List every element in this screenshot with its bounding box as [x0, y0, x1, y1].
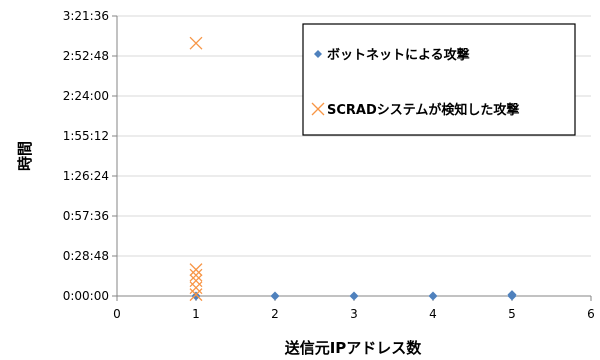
y-tick-label: 0:57:36 — [63, 209, 109, 223]
legend-label-scrad: SCRADシステムが検知した攻撃 — [327, 102, 519, 118]
x-tick-label: 6 — [587, 307, 595, 321]
data-point-x — [189, 263, 203, 277]
x-tick-label: 4 — [429, 307, 437, 321]
x-tick-label: 5 — [508, 307, 516, 321]
y-tick-label: 0:00:00 — [63, 289, 109, 303]
y-tick-labels: 0:00:00 0:28:48 0:57:36 1:26:24 1:55:12 2:24:… — [63, 9, 109, 303]
legend-box — [302, 23, 576, 136]
data-points — [189, 36, 517, 302]
y-tick-label: 0:28:48 — [63, 249, 109, 263]
x-axis-title: 送信元IPアドレス数 — [284, 339, 423, 357]
x-tick-label: 3 — [350, 307, 358, 321]
data-point-diamond — [428, 291, 438, 301]
legend-marker-x — [311, 102, 325, 116]
data-point-x — [189, 281, 203, 295]
x-tick-label: 2 — [271, 307, 279, 321]
y-tick-label: 2:24:00 — [63, 89, 109, 103]
y-tick-label: 1:26:24 — [63, 169, 109, 183]
y-tick-label: 3:21:36 — [63, 9, 109, 23]
legend-label-botnet: ボットネットによる攻撃 — [327, 47, 470, 63]
data-point-x — [189, 36, 203, 50]
data-point-diamond — [349, 291, 359, 301]
data-point-diamond — [507, 290, 517, 300]
y-tick-label: 1:55:12 — [63, 129, 109, 143]
data-point-x — [189, 288, 203, 302]
data-point-x — [189, 268, 203, 282]
y-tick-label: 2:52:48 — [63, 49, 109, 63]
legend: ボットネットによる攻撃 SCRADシステムが検知した攻撃 — [302, 23, 576, 136]
data-point-diamond — [270, 291, 280, 301]
y-axis-title: 時間 — [16, 141, 34, 171]
data-point-diamond — [191, 291, 201, 301]
legend-marker-diamond — [314, 50, 322, 58]
x-tick-labels: 0 1 2 3 4 5 6 — [113, 307, 595, 321]
data-point-x — [189, 274, 203, 288]
x-tick-label: 0 — [113, 307, 121, 321]
x-tick-label: 1 — [192, 307, 200, 321]
